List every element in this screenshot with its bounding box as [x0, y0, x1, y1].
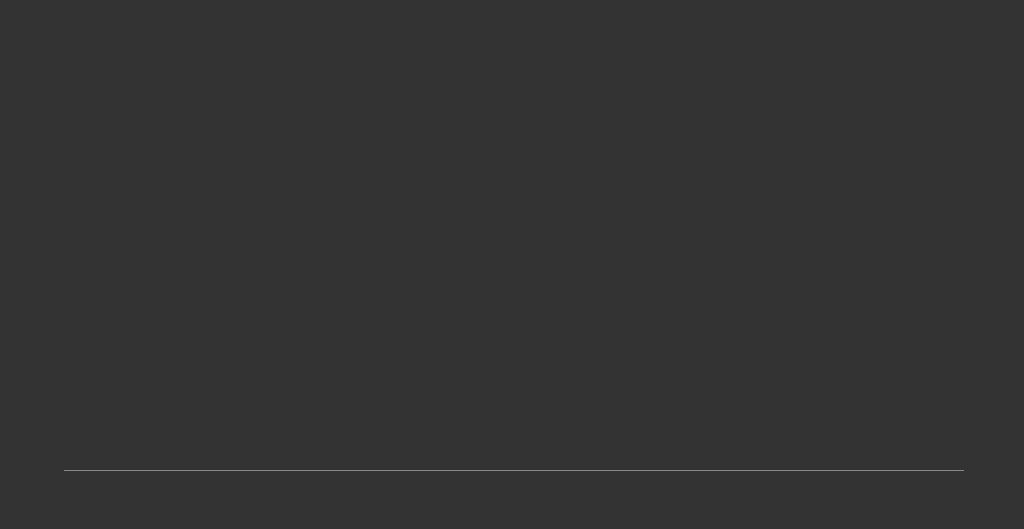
plot-area	[64, 32, 964, 471]
chart-root	[0, 0, 1024, 529]
line-layer	[64, 32, 964, 471]
